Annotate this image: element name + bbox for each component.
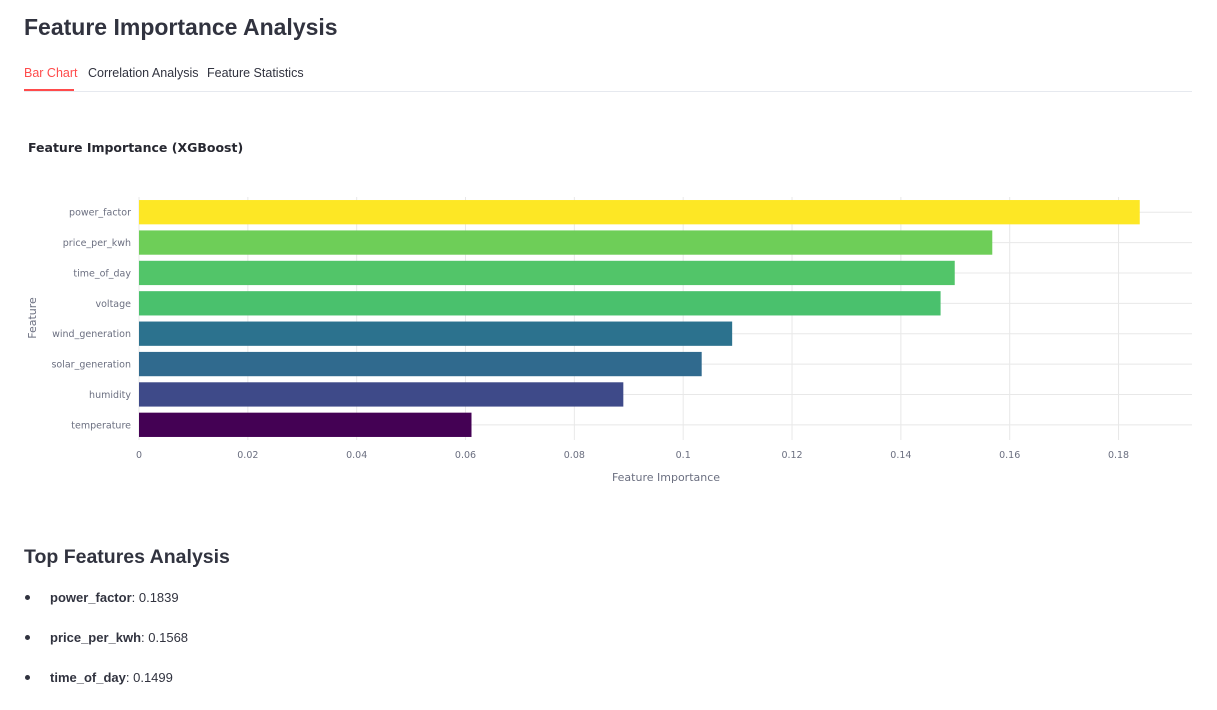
y-tick-label: time_of_day xyxy=(73,268,131,279)
x-tick-label: 0 xyxy=(136,450,142,461)
y-tick-label: voltage xyxy=(96,299,132,310)
x-tick-label: 0.14 xyxy=(890,450,911,461)
bar-time-of-day[interactable] xyxy=(139,260,955,286)
y-tick-labels: power_factor price_per_kwh time_of_dayvolt… xyxy=(51,208,131,432)
feature-value: : 0.1568 xyxy=(141,630,189,645)
x-tick-label: 0.18 xyxy=(1108,450,1129,461)
x-tick-label: 0.16 xyxy=(999,450,1020,461)
feature-name: price_per_kwh xyxy=(50,630,142,645)
feature-name: time_of_day xyxy=(50,670,126,685)
bullet-icon xyxy=(25,595,30,600)
bar-wind-generation[interactable] xyxy=(139,321,733,346)
bar-temperature[interactable] xyxy=(139,412,472,437)
x-axis-title: Feature Importance xyxy=(612,471,720,484)
x-tick-label: 0.04 xyxy=(346,450,367,461)
y-axis-title: Feature xyxy=(26,297,39,339)
chart-title: Feature Importance (XGBoost) xyxy=(28,140,243,155)
y-tick-label: temperature xyxy=(71,420,131,431)
y-tick-label: price_per_kwh xyxy=(63,238,131,249)
x-tick-label: 0.08 xyxy=(564,450,585,461)
x-tick-label: 0.12 xyxy=(781,450,802,461)
chart-bars xyxy=(139,200,1140,437)
tab-feature-statistics[interactable]: Feature Statistics xyxy=(207,66,304,80)
x-tick-labels: 0 0.02 0.04 0.06 0.08 0.1 0.12 0.14 0.16 0.18 xyxy=(136,450,1129,461)
feature-importance-chart: Feature Importance (XGBoost) power_facto… xyxy=(0,120,1217,500)
tab-correlation-analysis[interactable]: Correlation Analysis xyxy=(88,66,199,80)
bar-power-factor[interactable] xyxy=(139,200,1140,225)
bar-solar-generation[interactable] xyxy=(139,351,702,377)
list-item: price_per_kwh: 0.1568 xyxy=(24,625,188,665)
y-tick-label: solar_generation xyxy=(51,360,131,371)
bar-humidity[interactable] xyxy=(139,382,624,407)
bar-voltage[interactable] xyxy=(139,291,941,316)
x-tick-label: 0.06 xyxy=(455,450,476,461)
y-tick-label: power_factor xyxy=(69,208,131,219)
bar-price-per-kwh[interactable] xyxy=(139,230,993,255)
page-title: Feature Importance Analysis xyxy=(24,14,338,40)
top-features-list: power_factor: 0.1839 price_per_kwh: 0.15… xyxy=(24,585,188,705)
list-item: power_factor: 0.1839 xyxy=(24,585,188,625)
y-tick-label: wind_generation xyxy=(52,329,131,340)
chart-svg: Feature Importance (XGBoost) power_facto… xyxy=(26,140,1192,484)
y-tick-label: humidity xyxy=(89,390,131,401)
x-tick-label: 0.1 xyxy=(676,450,691,461)
bullet-icon xyxy=(25,635,30,640)
tab-bar-chart[interactable]: Bar Chart xyxy=(24,65,78,91)
feature-name: power_factor xyxy=(50,590,132,605)
list-item: time_of_day: 0.1499 xyxy=(24,665,188,705)
bullet-icon xyxy=(25,675,30,680)
feature-value: : 0.1499 xyxy=(125,670,173,685)
top-features-title: Top Features Analysis xyxy=(24,546,230,568)
feature-value: : 0.1839 xyxy=(131,590,179,605)
tab-bar: Bar Chart Correlation Analysis Feature S… xyxy=(24,60,1192,92)
x-tick-label: 0.02 xyxy=(237,450,258,461)
